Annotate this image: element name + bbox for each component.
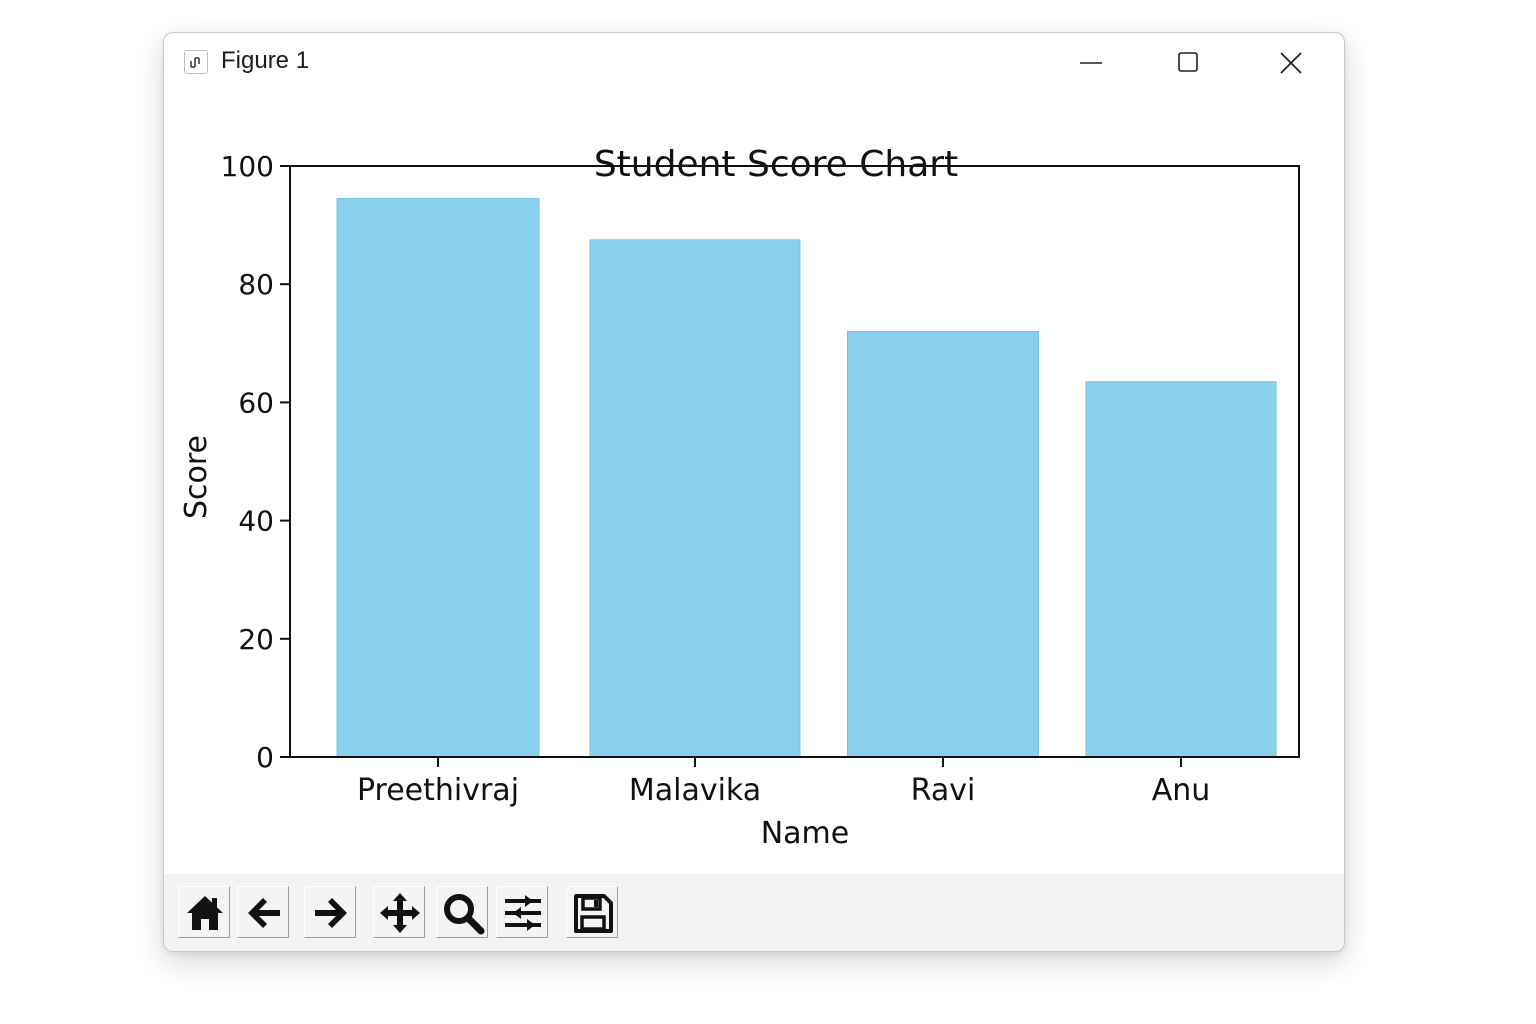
home-button[interactable] (178, 886, 230, 938)
y-tick-label: 40 (238, 505, 274, 538)
y-tick-label: 80 (238, 268, 274, 301)
close-icon (1280, 52, 1302, 74)
forward-arrow-icon (315, 898, 347, 928)
bar-malavika (589, 239, 801, 758)
close-button[interactable] (1261, 43, 1321, 83)
y-ticks: 0 20 40 60 80 100 (221, 150, 290, 774)
chart-title: Student Score Chart (594, 144, 958, 185)
floppy-disk-icon (574, 894, 613, 933)
maximize-button[interactable] (1159, 43, 1219, 83)
zoom-button[interactable] (436, 886, 488, 938)
bar-preethivraj (336, 198, 540, 758)
back-arrow-icon (248, 898, 280, 928)
y-tick-label: 100 (221, 150, 274, 183)
back-button[interactable] (237, 886, 289, 938)
bar-ravi (847, 330, 1039, 758)
x-tick-label: Anu (1152, 773, 1211, 808)
sliders-icon (505, 895, 541, 931)
app-icon (184, 50, 208, 74)
window-title: Figure 1 (221, 47, 310, 74)
forward-button[interactable] (304, 886, 356, 938)
maximize-icon (1178, 52, 1198, 72)
axes-frame (289, 165, 1300, 758)
save-button[interactable] (566, 886, 618, 938)
magnifier-icon (444, 894, 485, 935)
figure-window: Figure 1 Student Score Chart 0 20 40 60 80 10… (163, 32, 1345, 952)
y-tick-label: 20 (238, 623, 274, 656)
minimize-icon (1080, 62, 1102, 64)
minimize-button[interactable] (1061, 43, 1121, 83)
y-axis-label: Score (179, 435, 214, 519)
title-bar[interactable]: Figure 1 (164, 33, 1344, 93)
x-tick-label: Preethivraj (357, 773, 519, 808)
y-tick-label: 0 (256, 741, 274, 774)
x-axis-label: Name (761, 816, 850, 851)
bars-layer (336, 198, 1277, 758)
figure-canvas[interactable]: Student Score Chart 0 20 40 60 80 100 Preethi… (164, 93, 1344, 873)
configure-subplots-button[interactable] (496, 886, 548, 938)
x-tick-label: Ravi (911, 773, 976, 808)
home-icon (187, 896, 223, 930)
x-tick-label: Malavika (629, 773, 761, 808)
bar-anu (1085, 381, 1277, 758)
y-tick-label: 60 (238, 386, 274, 419)
move-icon (380, 893, 420, 933)
bar-chart: Student Score Chart 0 20 40 60 80 100 Preethi… (179, 144, 1300, 851)
navigation-toolbar (164, 874, 1344, 951)
pan-button[interactable] (373, 886, 425, 938)
x-ticks: Preethivraj Malavika Ravi Anu (357, 757, 1210, 808)
